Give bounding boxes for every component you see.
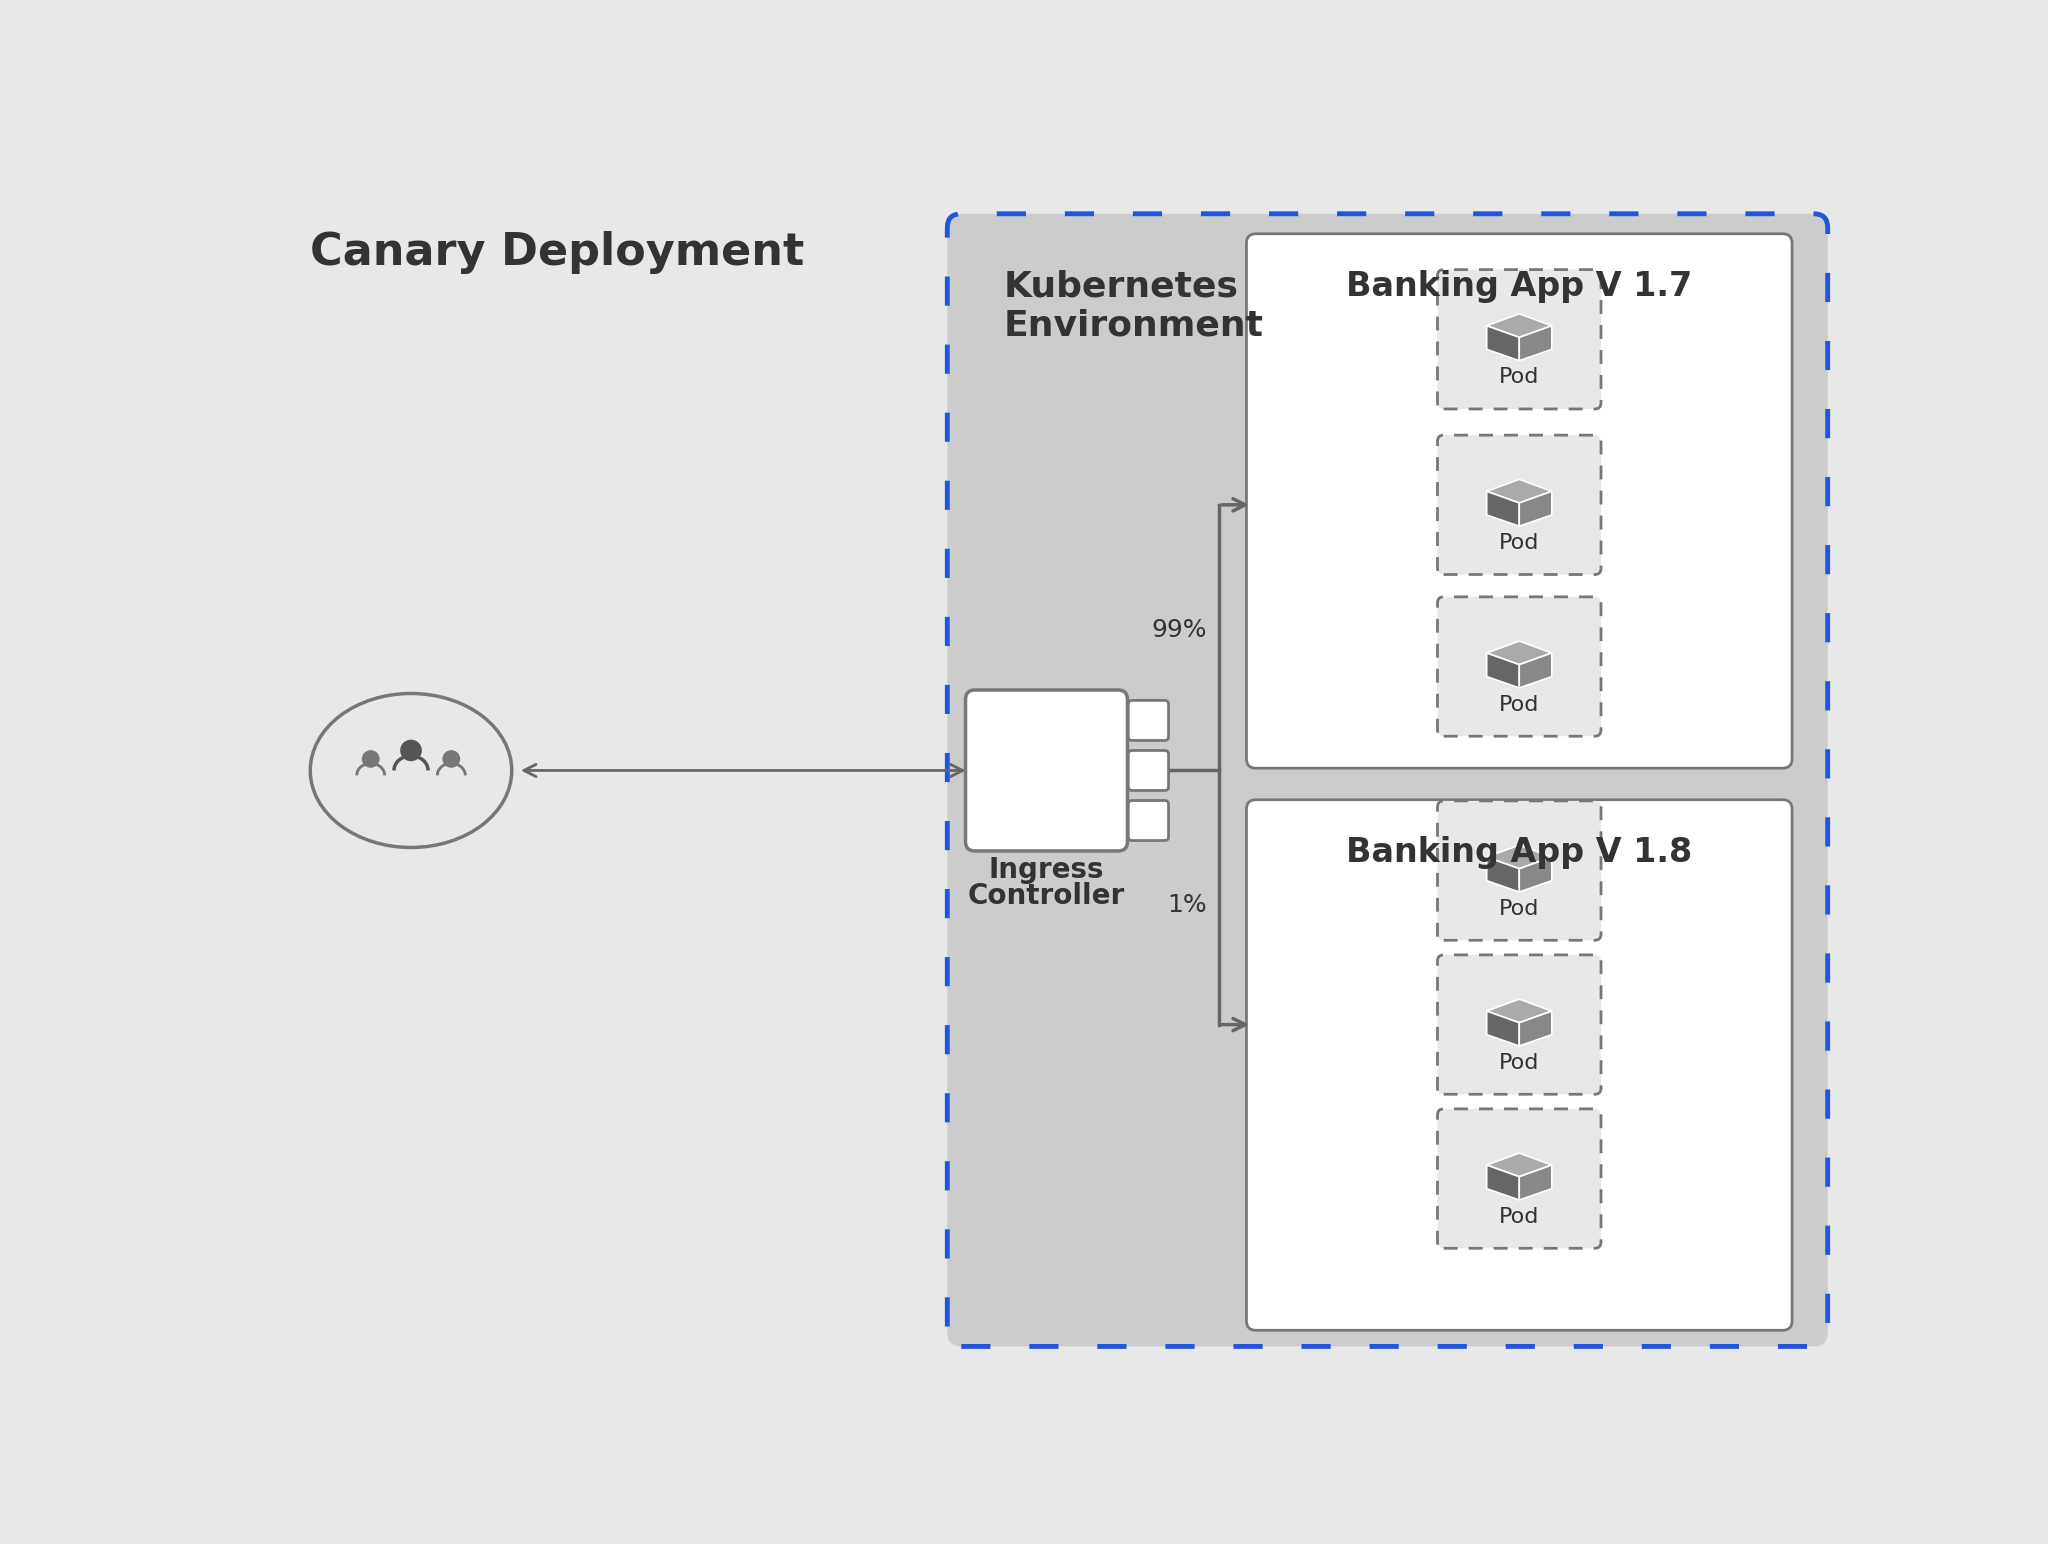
Polygon shape (1487, 479, 1552, 503)
Ellipse shape (309, 693, 512, 848)
Polygon shape (1487, 1153, 1552, 1177)
Text: Pod: Pod (1499, 367, 1540, 388)
FancyBboxPatch shape (948, 213, 1827, 1346)
FancyBboxPatch shape (1438, 435, 1602, 574)
Text: 1%: 1% (1167, 894, 1208, 917)
Polygon shape (1487, 1166, 1520, 1200)
Text: Banking App V 1.7: Banking App V 1.7 (1346, 270, 1692, 303)
Text: Pod: Pod (1499, 695, 1540, 715)
FancyBboxPatch shape (1128, 701, 1169, 741)
Circle shape (362, 750, 379, 767)
Text: Kubernetes: Kubernetes (1004, 270, 1239, 304)
Text: Pod: Pod (1499, 1207, 1540, 1226)
Text: Ingress: Ingress (989, 855, 1104, 883)
Polygon shape (1487, 1011, 1520, 1045)
Text: Canary Deployment: Canary Deployment (309, 232, 805, 275)
FancyBboxPatch shape (1438, 1109, 1602, 1248)
Polygon shape (1520, 1011, 1552, 1045)
FancyBboxPatch shape (1247, 233, 1792, 769)
Polygon shape (1520, 857, 1552, 892)
Polygon shape (1487, 999, 1552, 1022)
FancyBboxPatch shape (1128, 750, 1169, 791)
Polygon shape (1487, 491, 1520, 527)
Polygon shape (1520, 491, 1552, 527)
FancyBboxPatch shape (1438, 954, 1602, 1095)
FancyBboxPatch shape (1438, 270, 1602, 409)
Text: Controller: Controller (969, 882, 1124, 909)
FancyBboxPatch shape (1128, 800, 1169, 840)
Text: Pod: Pod (1499, 899, 1540, 919)
Polygon shape (1487, 857, 1520, 892)
Polygon shape (1520, 326, 1552, 361)
FancyBboxPatch shape (1438, 598, 1602, 736)
Polygon shape (1520, 653, 1552, 689)
Polygon shape (1487, 326, 1520, 361)
Text: Environment: Environment (1004, 309, 1264, 343)
FancyBboxPatch shape (1438, 801, 1602, 940)
Text: Pod: Pod (1499, 1053, 1540, 1073)
Text: 99%: 99% (1151, 618, 1208, 642)
Text: Banking App V 1.8: Banking App V 1.8 (1346, 835, 1692, 869)
Polygon shape (1487, 653, 1520, 689)
FancyBboxPatch shape (1247, 800, 1792, 1331)
FancyBboxPatch shape (965, 690, 1128, 851)
Polygon shape (1487, 641, 1552, 664)
Polygon shape (1487, 313, 1552, 338)
Circle shape (399, 740, 422, 761)
Polygon shape (1487, 845, 1552, 869)
Polygon shape (1520, 1166, 1552, 1200)
Text: Pod: Pod (1499, 533, 1540, 553)
Circle shape (442, 750, 461, 767)
